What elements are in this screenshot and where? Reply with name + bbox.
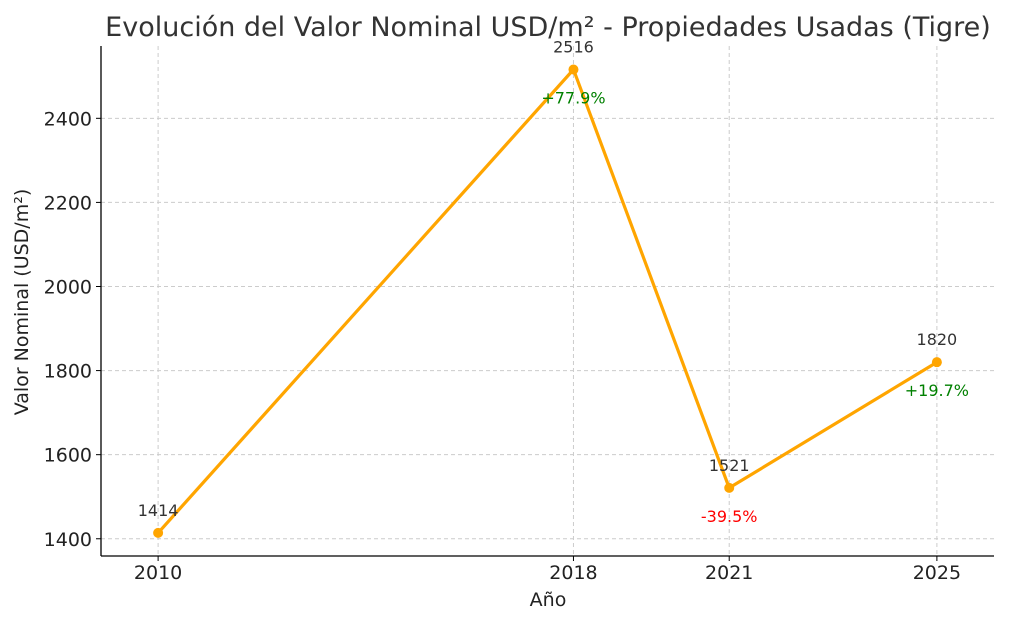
data-value-label: 2516 bbox=[553, 38, 594, 57]
percent-change-label: -39.5% bbox=[701, 507, 758, 526]
data-point bbox=[931, 357, 942, 368]
y-tick-label: 2400 bbox=[44, 108, 92, 130]
y-tick-label: 1400 bbox=[44, 529, 92, 551]
data-value-label: 1414 bbox=[138, 501, 179, 520]
percent-change-label: +19.7% bbox=[905, 381, 969, 400]
grid bbox=[101, 46, 994, 556]
x-tick-label: 2010 bbox=[134, 562, 182, 584]
series-line bbox=[156, 67, 938, 534]
y-ticks: 1400 1600 1800 2000 2200 2400 bbox=[44, 108, 101, 551]
x-tick-label: 2025 bbox=[913, 562, 961, 584]
series bbox=[153, 64, 942, 538]
chart-title: Evolución del Valor Nominal USD/m² - Pro… bbox=[105, 12, 991, 43]
data-labels: 1414 2516 1521 1820 +77.9% -39.5% +19.7% bbox=[138, 38, 969, 526]
axes bbox=[100, 46, 994, 557]
x-axis-label: Año bbox=[530, 589, 567, 611]
data-point bbox=[568, 64, 579, 75]
y-axis-label: Valor Nominal (USD/m²) bbox=[11, 189, 33, 416]
data-point bbox=[153, 527, 164, 538]
x-tick-label: 2021 bbox=[705, 562, 753, 584]
data-value-label: 1820 bbox=[917, 330, 958, 349]
x-tick-label: 2018 bbox=[549, 562, 597, 584]
y-tick-label: 1600 bbox=[44, 445, 92, 467]
x-ticks: 2010 2018 2021 2025 bbox=[134, 556, 961, 584]
y-tick-label: 2000 bbox=[44, 276, 92, 298]
y-tick-label: 2200 bbox=[44, 192, 92, 214]
y-tick-label: 1800 bbox=[44, 361, 92, 383]
percent-change-label: +77.9% bbox=[541, 89, 605, 108]
data-point bbox=[724, 482, 735, 493]
data-value-label: 1521 bbox=[709, 456, 750, 475]
